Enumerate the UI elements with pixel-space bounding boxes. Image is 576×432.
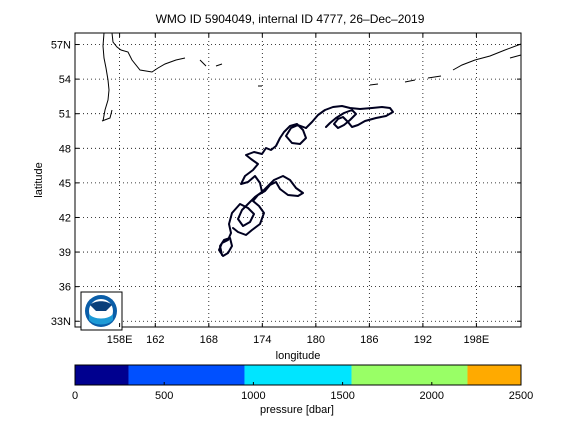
x-tick-label: 180 xyxy=(307,334,325,346)
colorbar-tick-label: 2000 xyxy=(420,390,444,402)
kamchatka-southtip xyxy=(101,109,113,122)
x-tick-label: 168 xyxy=(200,334,218,346)
pressure-colorbar xyxy=(75,365,521,385)
noaa-logo xyxy=(80,291,123,331)
x-tick-label: 162 xyxy=(146,334,164,346)
map-title: WMO ID 5904049, internal ID 4777, 26–Dec… xyxy=(156,12,425,26)
y-tick-label: 51 xyxy=(59,109,71,121)
x-tick-label: 174 xyxy=(253,334,271,346)
map-frame xyxy=(74,32,522,328)
track-central-section xyxy=(240,123,307,193)
kamchatka-coast xyxy=(102,32,186,122)
x-tick-label: 192 xyxy=(414,334,432,346)
track-northern-section xyxy=(305,105,394,129)
y-tick-label: 57N xyxy=(51,40,71,52)
colorbar-tick-label: 2500 xyxy=(509,390,533,402)
aleutian-islands xyxy=(199,59,442,87)
y-tick-label: 33N xyxy=(51,316,71,328)
colorbar-frame xyxy=(74,364,522,386)
y-tick-label: 39 xyxy=(59,247,71,259)
colorbar-bin xyxy=(351,365,468,385)
colorbar-bin xyxy=(244,365,352,385)
y-tick-label: 36 xyxy=(59,282,71,294)
x-tick-label: 158E xyxy=(107,334,133,346)
colorbar-tick-label: 0 xyxy=(72,390,78,402)
map-grid xyxy=(75,33,521,327)
track-southern-loop xyxy=(218,175,304,257)
x-axis-label: longitude xyxy=(276,350,321,362)
colorbar-ticks: 0 500 1000 1500 2000 2500 xyxy=(72,382,533,402)
latitude-ticks: 33N 36 39 42 45 48 51 54 57N xyxy=(51,40,521,328)
longitude-ticks: 158E 162 168 174 180 186 192 198E xyxy=(107,33,490,346)
x-tick-label: 186 xyxy=(360,334,378,346)
colorbar-bin xyxy=(467,365,521,385)
x-tick-label: 198E xyxy=(464,334,490,346)
y-axis-label: latitude xyxy=(33,162,45,197)
alaska-peninsula xyxy=(452,43,522,71)
colorbar-label: pressure [dbar] xyxy=(260,404,334,416)
colorbar-tick-label: 1000 xyxy=(241,390,265,402)
y-tick-label: 45 xyxy=(59,178,71,190)
y-tick-label: 42 xyxy=(59,212,71,224)
coastline xyxy=(101,32,522,122)
y-tick-label: 54 xyxy=(59,74,71,86)
map-plot-area xyxy=(74,32,522,331)
float-track xyxy=(218,105,394,257)
y-tick-label: 48 xyxy=(59,143,71,155)
colorbar-tick-label: 500 xyxy=(155,390,173,402)
colorbar-bin xyxy=(128,365,245,385)
colorbar-tick-label: 1500 xyxy=(330,390,354,402)
colorbar-bin xyxy=(75,365,129,385)
